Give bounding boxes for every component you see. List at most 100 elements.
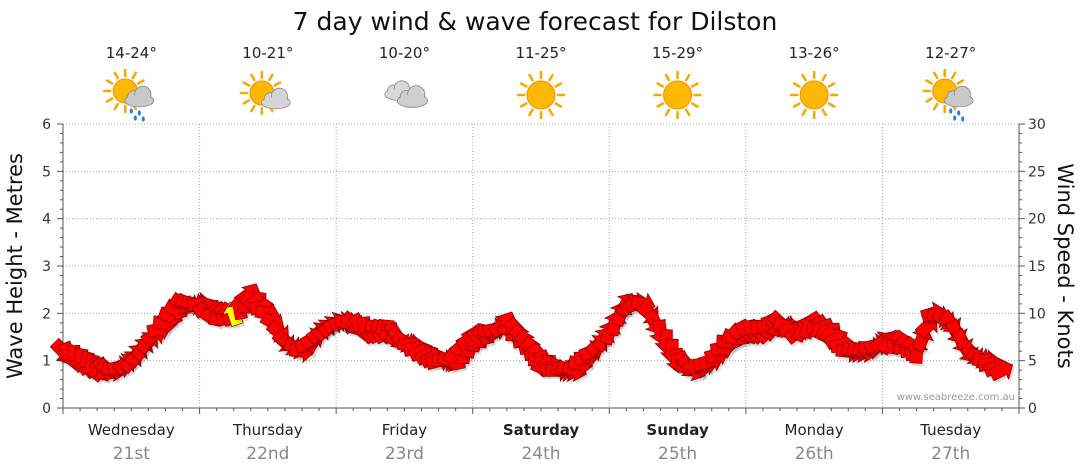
- temperature-label: 13-26°: [789, 44, 840, 62]
- day-date-label: 23rd: [385, 444, 424, 464]
- temperature-label: 14-24°: [106, 44, 157, 62]
- sun-ray: [950, 71, 957, 80]
- grid-lines: [57, 123, 1025, 414]
- sun-ray: [932, 71, 939, 80]
- day-name-label: Monday: [785, 421, 844, 439]
- sun-cloud-rain-icon: [922, 68, 974, 122]
- rain-drop: [129, 108, 133, 114]
- right-axis-ticks: 0 5 10 15 20 25 30: [1028, 117, 1046, 417]
- sun-ray: [691, 102, 699, 108]
- sun-ray: [554, 102, 563, 108]
- sun-ray: [113, 102, 120, 111]
- sun-ray: [691, 82, 699, 88]
- cloud-shape: [124, 85, 155, 108]
- sun-ray: [827, 82, 836, 88]
- sun-ray: [137, 79, 145, 85]
- day-date-label: 21st: [113, 444, 150, 464]
- day-name-label: Saturday: [503, 421, 580, 439]
- sun-ray: [684, 108, 691, 117]
- sun-disc: [663, 80, 693, 110]
- sun-ray: [956, 79, 965, 85]
- sun-ray: [519, 82, 528, 88]
- right-tick-label: 10: [1028, 306, 1046, 322]
- rain-drop: [961, 116, 965, 122]
- wind-arrow: [988, 358, 1014, 382]
- sun-ray: [801, 108, 807, 117]
- sun-icon: [653, 70, 702, 120]
- sun-ray: [105, 79, 114, 85]
- day-name-label: Friday: [382, 421, 428, 439]
- sun-ray: [932, 102, 939, 111]
- rain-drop: [141, 116, 145, 122]
- rain-drop: [133, 115, 137, 121]
- sun-ray: [827, 102, 836, 108]
- sun-ray: [105, 97, 114, 103]
- day-name-label: Wednesday: [88, 421, 175, 439]
- sun-ray: [656, 102, 665, 108]
- sun-ray: [554, 82, 563, 88]
- sun-ray: [242, 81, 251, 87]
- right-tick-label: 30: [1028, 117, 1046, 133]
- cloud-icon: [384, 80, 429, 108]
- right-tick-label: 20: [1028, 212, 1046, 228]
- temperature-label: 10-20°: [379, 44, 430, 62]
- sun-ray: [821, 73, 827, 82]
- left-tick-label: 3: [42, 259, 51, 275]
- chart-title: 7 day wind & wave forecast for Dilston: [293, 7, 778, 36]
- sun-disc: [526, 80, 556, 110]
- sun-icon: [789, 70, 839, 120]
- day-labels: Wednesday 21st Thursday 22nd Friday 23rd Satur…: [88, 421, 981, 464]
- day-name-label: Tuesday: [919, 421, 981, 439]
- right-tick-label: 5: [1028, 354, 1037, 370]
- left-tick-label: 2: [42, 306, 51, 322]
- sun-ray: [242, 99, 251, 105]
- cloud-shape: [396, 85, 429, 108]
- left-tick-label: 5: [42, 164, 51, 180]
- sun-cloud-icon: [239, 70, 291, 116]
- sun-ray: [925, 79, 933, 85]
- right-tick-label: 0: [1028, 401, 1037, 417]
- right-axis-title: Wind Speed - Knots: [1053, 163, 1077, 368]
- temperature-label: 12-27°: [925, 44, 976, 62]
- wind-series: [49, 283, 1015, 386]
- sun-ray: [519, 102, 528, 108]
- cloud-shape: [943, 85, 974, 108]
- sun-icon: [516, 70, 566, 120]
- sun-ray: [273, 81, 282, 87]
- sun-ray: [548, 73, 554, 82]
- sun-ray: [528, 108, 534, 117]
- sun-ray: [250, 104, 256, 113]
- left-tick-label: 4: [42, 212, 51, 228]
- temperature-label: 11-25°: [515, 44, 566, 62]
- day-date-label: 24th: [521, 444, 560, 464]
- sun-ray: [131, 71, 138, 80]
- left-tick-label: 0: [42, 401, 51, 417]
- sun-ray: [925, 97, 933, 103]
- day-date-label: 25th: [658, 444, 697, 464]
- cloud-shape: [261, 87, 291, 110]
- sun-ray: [821, 108, 827, 117]
- right-tick-label: 15: [1028, 259, 1046, 275]
- left-axis-title: Wave Height - Metres: [3, 153, 27, 379]
- sun-ray: [268, 73, 274, 82]
- sun-ray: [113, 71, 120, 80]
- sun-cloud-rain-icon: [103, 68, 155, 122]
- daily-temperatures: 14-24° 10-21° 10-20° 11-25° 15-29° 13-26° 12-2…: [106, 44, 977, 62]
- day-date-label: 27th: [931, 444, 970, 464]
- sun-ray: [664, 73, 671, 82]
- sun-ray: [801, 73, 807, 82]
- day-name-label: Sunday: [646, 421, 709, 439]
- left-tick-label: 1: [42, 354, 51, 370]
- day-name-label: Thursday: [232, 421, 303, 439]
- rain-drop: [953, 115, 957, 121]
- sun-ray: [792, 82, 801, 88]
- left-tick-label: 6: [42, 117, 51, 133]
- day-date-label: 26th: [795, 444, 834, 464]
- credit-text: www.seabreeze.com.au: [897, 392, 1015, 403]
- sun-disc: [799, 80, 829, 110]
- sun-ray: [656, 82, 665, 88]
- sun-ray: [548, 108, 554, 117]
- rain-drop: [957, 110, 961, 116]
- rain-drop: [949, 108, 953, 114]
